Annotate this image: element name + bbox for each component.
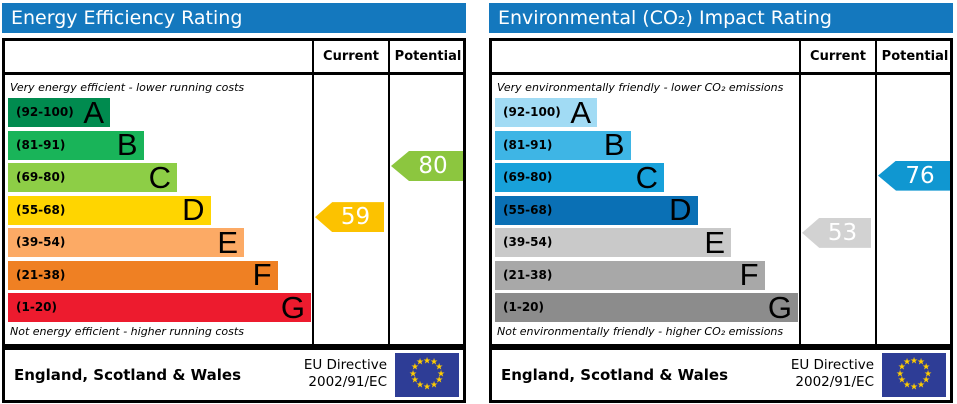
eu-directive-label: EU Directive 2002/91/EC	[304, 357, 387, 391]
eu-star-icon: ★	[422, 382, 432, 392]
environmental-impact-panel: Environmental (CO₂) Impact Rating Curren…	[489, 2, 953, 404]
column-divider	[875, 38, 877, 347]
eu-directive-line2: 2002/91/EC	[308, 374, 387, 390]
column-divider	[312, 38, 314, 347]
eu-star-icon: ★	[909, 382, 919, 392]
eu-star-icon: ★	[902, 380, 912, 391]
top-note: Very energy efficient - lower running co…	[10, 81, 245, 94]
top-note: Very environmentally friendly - lower CO…	[497, 81, 784, 94]
region-label: England, Scotland & Wales	[14, 366, 242, 384]
eu-star-icon: ★	[902, 357, 912, 368]
eu-star-icon: ★	[429, 357, 439, 368]
potential-column-header: Potential	[881, 49, 949, 64]
current-column-header: Current	[810, 49, 866, 64]
current-rating-arrow: 53	[802, 217, 871, 248]
bottom-note: Not environmentally friendly - higher CO…	[497, 325, 784, 338]
eu-star-icon: ★	[897, 375, 906, 386]
eu-star-icon: ★	[922, 375, 931, 386]
eu-star-icon: ★	[422, 356, 432, 366]
eu-star-icon: ★	[415, 357, 425, 368]
potential-rating-arrow: 76	[878, 160, 950, 191]
bottom-note: Not energy efficient - higher running co…	[10, 325, 244, 338]
eu-star-icon: ★	[909, 356, 919, 366]
potential-column-header: Potential	[394, 49, 462, 64]
eu-star-icon: ★	[916, 380, 926, 391]
eu-star-icon: ★	[435, 362, 444, 373]
eu-star-icon: ★	[410, 362, 419, 373]
panel-title: Environmental (CO₂) Impact Rating	[489, 3, 953, 33]
eu-flag-icon: ★ ★ ★ ★ ★ ★ ★ ★ ★ ★ ★ ★	[395, 353, 459, 397]
panel-title: Energy Efficiency Rating	[2, 3, 466, 33]
eu-star-icon: ★	[415, 380, 425, 391]
eu-directive-label: EU Directive 2002/91/EC	[791, 357, 874, 391]
eu-star-icon: ★	[895, 369, 905, 379]
footer-bar: England, Scotland & Wales EU Directive 2…	[489, 347, 953, 403]
eu-star-icon: ★	[923, 369, 933, 379]
column-divider	[388, 38, 390, 347]
region-label: England, Scotland & Wales	[501, 366, 729, 384]
eu-directive-line1: EU Directive	[790, 357, 874, 373]
eu-directive-line2: 2002/91/EC	[795, 374, 874, 390]
header-row-divider	[489, 72, 953, 75]
eu-star-icon: ★	[435, 375, 444, 386]
eu-star-icon: ★	[922, 362, 931, 373]
current-column-header: Current	[323, 49, 379, 64]
header-row-divider	[2, 72, 466, 75]
current-rating-arrow: 59	[315, 202, 384, 233]
eu-flag-icon: ★ ★ ★ ★ ★ ★ ★ ★ ★ ★ ★ ★	[882, 353, 946, 397]
potential-rating-arrow: 80	[391, 151, 463, 181]
eu-star-icon: ★	[408, 369, 418, 379]
eu-star-icon: ★	[916, 357, 926, 368]
eu-star-icon: ★	[429, 380, 439, 391]
column-divider	[799, 38, 801, 347]
footer-bar: England, Scotland & Wales EU Directive 2…	[2, 347, 466, 403]
eu-star-icon: ★	[410, 375, 419, 386]
eu-star-icon: ★	[897, 362, 906, 373]
energy-efficiency-panel: Energy Efficiency Rating Current Potenti…	[2, 2, 466, 404]
eu-directive-line1: EU Directive	[303, 357, 387, 373]
eu-star-icon: ★	[436, 369, 446, 379]
